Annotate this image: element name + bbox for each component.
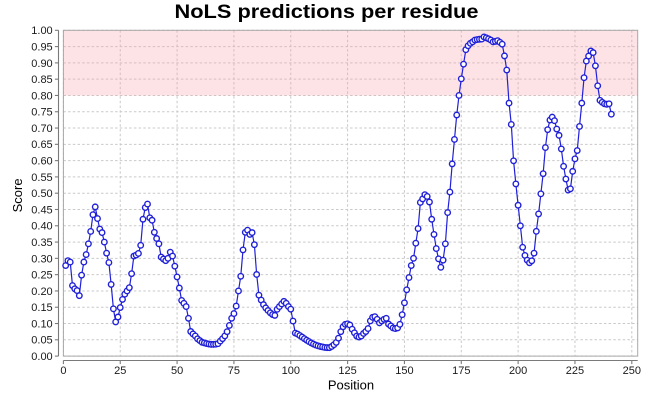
svg-text:75: 75 bbox=[228, 365, 240, 377]
svg-text:0.75: 0.75 bbox=[31, 107, 52, 119]
svg-text:0.60: 0.60 bbox=[31, 156, 52, 168]
svg-text:125: 125 bbox=[338, 365, 356, 377]
svg-text:50: 50 bbox=[171, 365, 183, 377]
svg-text:150: 150 bbox=[395, 365, 413, 377]
svg-text:0.20: 0.20 bbox=[31, 286, 52, 298]
svg-text:0.85: 0.85 bbox=[31, 74, 52, 86]
svg-text:1.00: 1.00 bbox=[31, 25, 52, 37]
svg-text:225: 225 bbox=[566, 365, 584, 377]
svg-text:0.35: 0.35 bbox=[31, 237, 52, 249]
svg-text:0.10: 0.10 bbox=[31, 318, 52, 330]
svg-text:0.45: 0.45 bbox=[31, 204, 52, 216]
svg-text:0.50: 0.50 bbox=[31, 188, 52, 200]
svg-text:0.90: 0.90 bbox=[31, 58, 52, 70]
svg-text:0.65: 0.65 bbox=[31, 139, 52, 151]
svg-text:Score: Score bbox=[10, 178, 25, 212]
svg-text:0.05: 0.05 bbox=[31, 335, 52, 347]
svg-text:0.80: 0.80 bbox=[31, 90, 52, 102]
svg-text:100: 100 bbox=[282, 365, 300, 377]
svg-text:0.40: 0.40 bbox=[31, 221, 52, 233]
svg-text:0.00: 0.00 bbox=[31, 351, 52, 363]
svg-text:Position: Position bbox=[328, 377, 374, 392]
svg-text:175: 175 bbox=[452, 365, 470, 377]
svg-text:0: 0 bbox=[60, 365, 66, 377]
svg-text:0.15: 0.15 bbox=[31, 302, 52, 314]
svg-text:0.70: 0.70 bbox=[31, 123, 52, 135]
svg-text:0.30: 0.30 bbox=[31, 253, 52, 265]
svg-text:250: 250 bbox=[623, 365, 641, 377]
svg-text:25: 25 bbox=[114, 365, 126, 377]
svg-text:200: 200 bbox=[509, 365, 527, 377]
svg-text:0.25: 0.25 bbox=[31, 270, 52, 282]
svg-text:0.95: 0.95 bbox=[31, 41, 52, 53]
svg-text:0.55: 0.55 bbox=[31, 172, 52, 184]
svg-text:NoLS predictions per residue: NoLS predictions per residue bbox=[175, 2, 479, 23]
